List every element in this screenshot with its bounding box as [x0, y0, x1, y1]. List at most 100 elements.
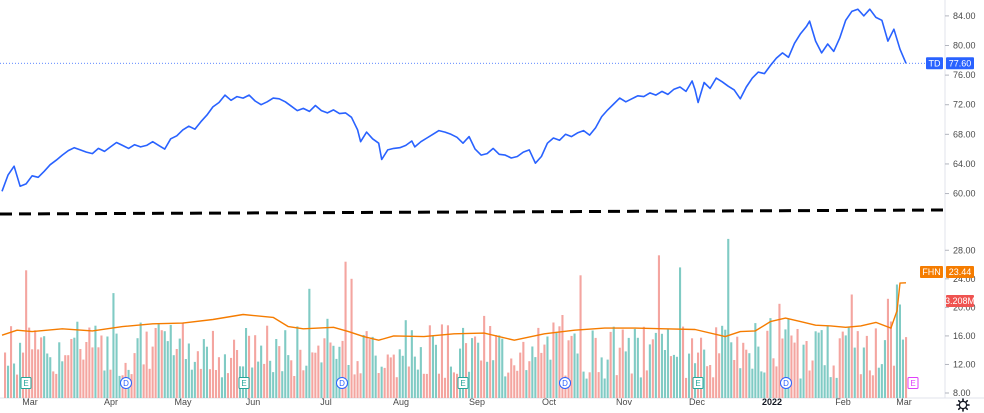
volume-bar	[718, 353, 721, 398]
volume-bar	[465, 343, 468, 398]
volume-bar	[296, 326, 299, 398]
earnings-flag[interactable]: E	[238, 377, 250, 389]
volume-bar	[645, 370, 648, 398]
volume-bar	[624, 351, 627, 398]
volume-bar	[850, 294, 853, 398]
fhn-price-tag-value-box	[946, 266, 974, 278]
dividend-marker[interactable]	[559, 377, 571, 389]
volume-bar	[335, 358, 338, 398]
volume-bar	[754, 323, 757, 398]
volume-bar	[543, 344, 546, 398]
volume-bar	[534, 357, 537, 398]
volume-bar	[516, 370, 519, 398]
volume-bar	[178, 338, 181, 398]
volume-bar	[483, 315, 486, 398]
volume-bar	[211, 330, 214, 398]
volume-bar	[413, 356, 416, 398]
volume-bar	[796, 329, 799, 398]
dividend-marker[interactable]	[780, 377, 792, 389]
volume-bar	[199, 368, 202, 398]
earnings-flag[interactable]: E	[20, 377, 32, 389]
volume-bar	[877, 367, 880, 398]
volume-bar	[784, 329, 787, 398]
dividend-marker[interactable]	[336, 377, 348, 389]
volume-bar	[811, 360, 814, 398]
volume-bar	[85, 342, 88, 398]
volume-bar	[591, 330, 594, 398]
volume-bar	[440, 324, 443, 398]
volume-bar	[202, 339, 205, 398]
volume-bar	[377, 373, 380, 398]
volume-bar	[97, 347, 100, 398]
dividend-flag[interactable]: D	[559, 377, 571, 389]
volume-bar	[462, 327, 465, 398]
fhn-price-tag-symbol: FHN	[922, 267, 941, 277]
volume-tick-label: 8.00	[953, 388, 971, 398]
volume-bar	[320, 362, 323, 398]
volume-bar	[612, 326, 615, 398]
volume-tick-label: 20.00	[953, 302, 976, 312]
volume-bar	[471, 338, 474, 398]
earnings-marker[interactable]	[907, 377, 919, 389]
series-lines	[0, 8, 945, 341]
gear-icon[interactable]	[956, 398, 970, 412]
volume-bar	[546, 336, 549, 398]
volume-bar	[766, 330, 769, 398]
earnings-flag[interactable]: E	[692, 377, 704, 389]
volume-bar	[49, 357, 52, 398]
volume-bar	[621, 329, 624, 398]
dividend-flag[interactable]: D	[120, 377, 132, 389]
volume-bar	[510, 358, 513, 398]
td-price-line	[1, 8, 907, 192]
axes: 84.00 80.00 76.00 72.00 68.00 64.00 60.00 28.00…	[22, 11, 975, 407]
volume-bar	[40, 337, 43, 398]
volume-bar	[501, 338, 504, 398]
volume-bar	[25, 270, 28, 398]
earnings-marker[interactable]	[457, 377, 469, 389]
td-price-tag-value-box	[946, 57, 974, 70]
volume-bar	[112, 293, 115, 398]
volume-bar	[395, 377, 398, 398]
earnings-marker[interactable]	[20, 377, 32, 389]
volume-bar	[347, 365, 350, 398]
fhn-price-tag-symbol-box	[920, 266, 943, 278]
volume-tick-label: 24.00	[953, 274, 976, 284]
dividend-marker[interactable]	[120, 377, 132, 389]
event-flag-label: D	[562, 379, 568, 388]
time-tick-label: Jul	[320, 397, 332, 407]
volume-bar	[769, 318, 772, 398]
earnings-flag[interactable]: E	[907, 377, 919, 389]
dividend-flag[interactable]: D	[336, 377, 348, 389]
dividend-flag[interactable]: D	[780, 377, 792, 389]
volume-bar	[742, 342, 745, 398]
time-tick-label: Oct	[542, 397, 557, 407]
earnings-marker[interactable]	[692, 377, 704, 389]
volume-bar	[853, 347, 856, 398]
volume-bar	[446, 325, 449, 398]
event-flag-label: D	[123, 379, 129, 388]
volume-bar	[905, 337, 908, 398]
volume-bar	[67, 355, 70, 398]
volume-bar	[495, 335, 498, 398]
volume-bar	[308, 288, 311, 398]
volume-bar	[748, 353, 751, 398]
volume-tag-value: 3.208M	[945, 296, 975, 306]
volume-bar	[233, 339, 236, 398]
earnings-marker[interactable]	[238, 377, 250, 389]
td-price-tag-symbol-box	[926, 57, 943, 70]
volume-bar	[672, 354, 675, 398]
time-tick-label: Nov	[616, 397, 633, 407]
price-tick-label: 68.00	[953, 129, 976, 139]
volume-bar	[437, 373, 440, 398]
volume-bar	[136, 338, 139, 398]
volume-bar	[468, 371, 471, 398]
volume-bar	[456, 373, 459, 398]
earnings-flag[interactable]: E	[457, 377, 469, 389]
volume-bar	[730, 342, 733, 398]
volume-bar	[700, 337, 703, 398]
volume-bar	[823, 365, 826, 398]
volume-bar	[633, 328, 636, 398]
settings-button[interactable]	[956, 398, 970, 412]
